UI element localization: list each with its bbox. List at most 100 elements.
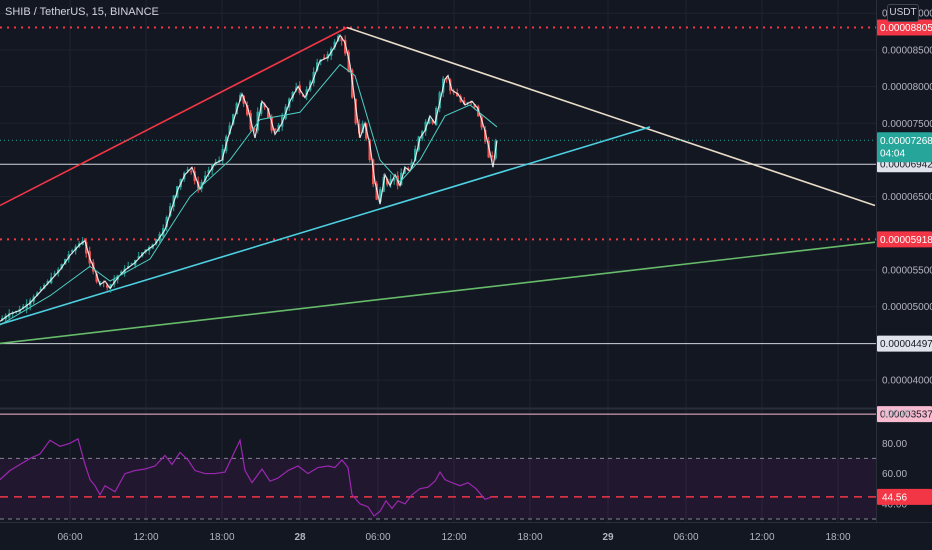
candle-body	[130, 263, 133, 265]
candle-body	[414, 148, 417, 162]
candle-body	[39, 288, 42, 291]
candle-body	[452, 91, 455, 93]
candle-body	[242, 95, 245, 104]
rsi-line	[0, 437, 493, 517]
y-tick-label: 0.00008500	[882, 45, 932, 56]
y-tick-label: 0.00007500	[882, 119, 932, 130]
y-tick-label: 0.00005000	[882, 302, 932, 313]
price-level-label: 0.00005918	[880, 235, 932, 246]
rsi-value-label: 44.56	[882, 492, 907, 503]
bar-countdown: 04:04	[880, 148, 905, 159]
price-level-label: 0.00003537	[880, 410, 932, 421]
candle-body	[99, 282, 102, 284]
candle-body	[46, 281, 49, 284]
candle-body	[340, 37, 343, 42]
rsi-value-badge	[877, 488, 932, 505]
y-tick-label: 0.00006500	[882, 192, 932, 203]
candle-body	[155, 239, 158, 244]
candle-body	[109, 284, 112, 288]
candle-body	[473, 104, 476, 108]
rsi-y-tick-label: 80.00	[882, 439, 907, 450]
candle-body	[410, 162, 413, 168]
trend-line	[0, 241, 876, 345]
candle-body	[228, 125, 231, 134]
last-price-value: 0.00007268	[880, 136, 932, 147]
price-level-label: 0.00006942	[880, 160, 932, 171]
candle-body	[333, 41, 336, 48]
rsi-band-fill	[0, 458, 876, 519]
candle-body	[347, 51, 350, 72]
x-tick-label: 12:00	[441, 532, 466, 543]
candle-body	[456, 92, 459, 97]
rsi-y-tick-label: 60.00	[882, 469, 907, 480]
candle-body	[379, 189, 382, 203]
candle-body	[386, 178, 389, 185]
candle-body	[57, 269, 60, 273]
candle-body	[246, 105, 249, 115]
x-tick-label: 18:00	[825, 532, 850, 543]
candle-body	[354, 98, 357, 124]
candle-body	[323, 57, 326, 59]
candle-body	[204, 175, 207, 181]
candle-body	[484, 129, 487, 142]
x-tick-label: 06:00	[365, 532, 390, 543]
candle-body	[305, 89, 308, 96]
price-level-label-bg	[877, 231, 932, 248]
candle-body	[95, 273, 98, 282]
candle-body	[137, 256, 140, 259]
candle-body	[267, 108, 270, 118]
x-tick-label: 12:00	[133, 532, 158, 543]
candle-body	[232, 114, 235, 125]
candle-body	[263, 104, 266, 108]
x-tick-label: 06:00	[57, 532, 82, 543]
symbol-title[interactable]: SHIB / TetherUS, 15, BINANCE	[5, 6, 159, 18]
price-level-label-bg	[877, 19, 932, 36]
trend-line	[0, 126, 651, 326]
candle-body	[368, 139, 371, 160]
candle-body	[491, 155, 494, 158]
candle-body	[316, 62, 319, 71]
candle-body	[253, 127, 256, 131]
moving-average-line	[0, 63, 498, 326]
candle-body	[60, 264, 63, 269]
trend-line	[346, 26, 876, 207]
candle-body	[393, 177, 396, 181]
candle-body	[8, 313, 11, 318]
candle-body	[218, 160, 221, 162]
x-tick-label: 12:00	[749, 532, 774, 543]
candle-body	[431, 119, 434, 124]
price-level-label: 0.00008805	[880, 23, 932, 34]
candle-body	[120, 271, 123, 274]
candle-body	[186, 169, 189, 172]
candle-body	[389, 179, 392, 184]
trend-line	[0, 26, 348, 207]
candle-body	[165, 217, 168, 227]
candle-body	[445, 77, 448, 80]
candle-body	[85, 241, 88, 254]
candle-body	[403, 168, 406, 174]
last-price-badge	[877, 132, 932, 163]
candle-body	[169, 206, 172, 217]
candle-body	[71, 250, 74, 253]
y-tick-label: 0.00005500	[882, 266, 932, 277]
x-tick-label: 18:00	[517, 532, 542, 543]
currency-badge[interactable]: USDT	[887, 4, 919, 22]
price-level-label-bg	[877, 335, 932, 352]
x-tick-label: 06:00	[673, 532, 698, 543]
candle-body	[344, 39, 347, 54]
candle-body	[53, 273, 56, 276]
y-tick-label: 0.00004000	[882, 376, 932, 387]
candle-body	[424, 121, 427, 132]
candle-body	[36, 292, 39, 296]
candle-body	[207, 169, 210, 174]
candle-body	[106, 284, 109, 288]
candle-body	[466, 102, 469, 104]
x-tick-label: 28	[294, 532, 306, 543]
candle-body	[127, 266, 130, 268]
price-level-label-bg	[877, 406, 932, 423]
x-tick-label: 18:00	[209, 532, 234, 543]
candle-body	[190, 171, 193, 173]
close-line	[0, 34, 498, 322]
candle-body	[463, 100, 466, 105]
